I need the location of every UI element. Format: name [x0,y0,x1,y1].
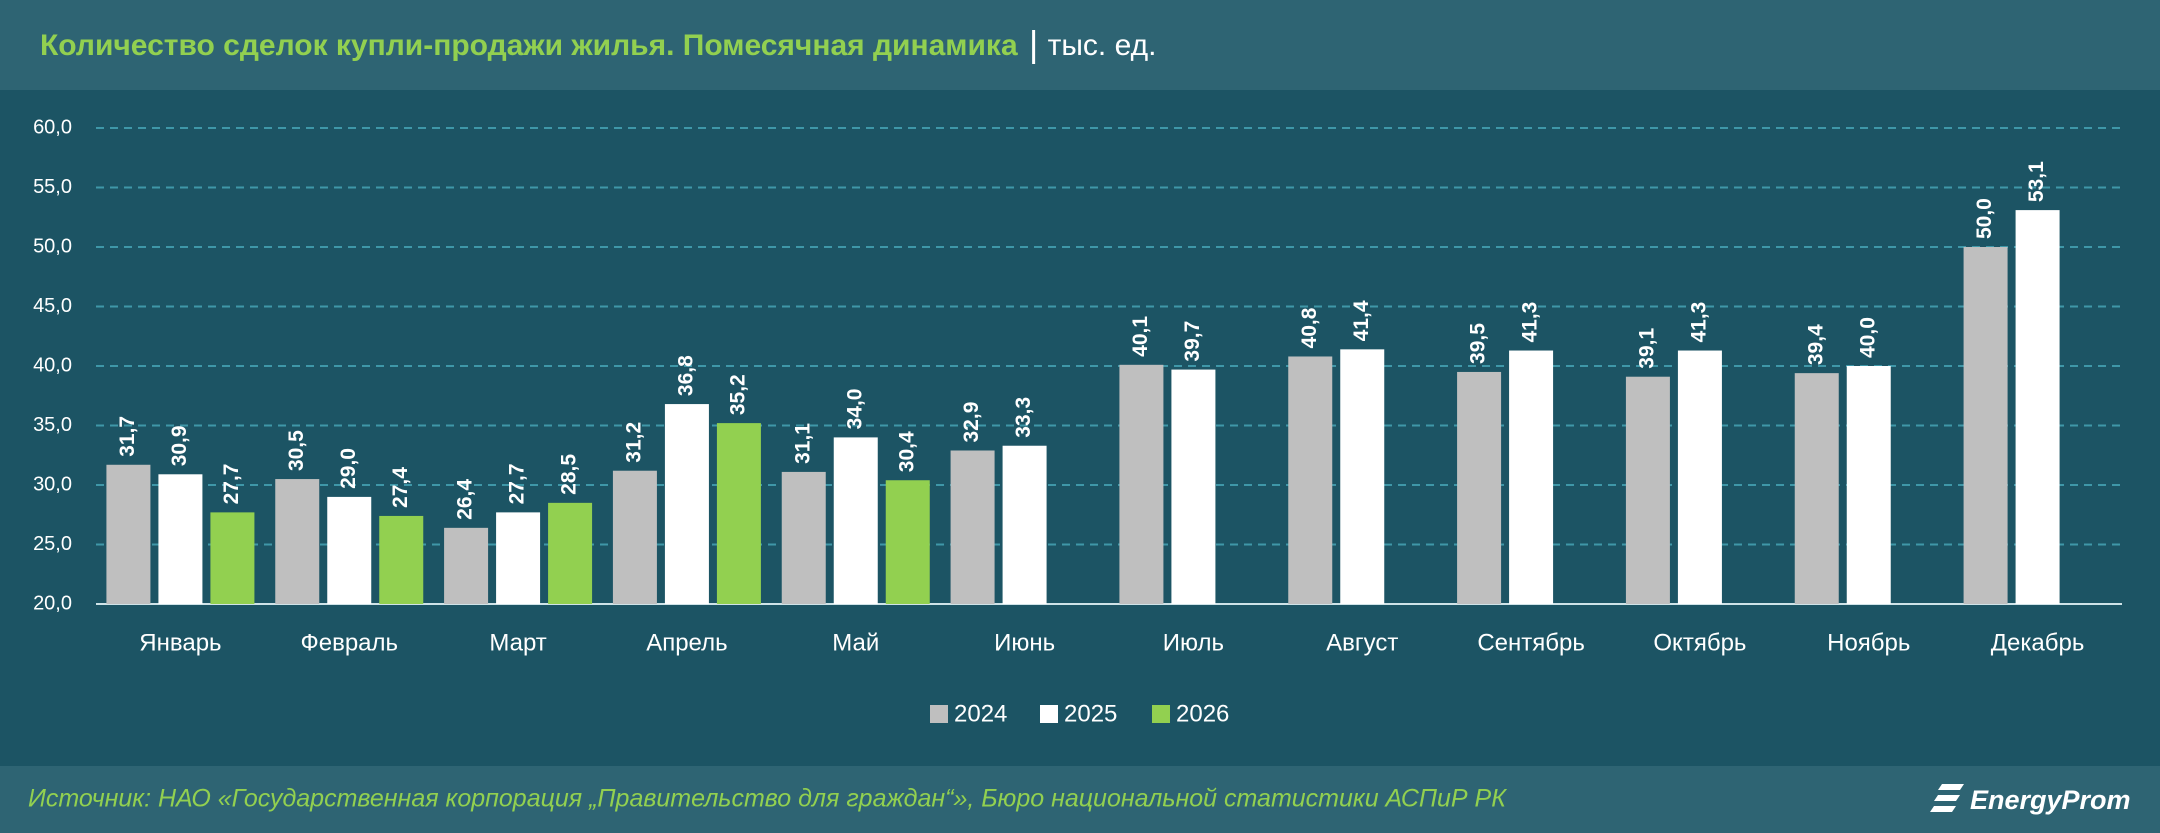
bar [1171,369,1216,604]
bar [1677,350,1722,604]
bar [1119,364,1164,604]
y-tick-label: 30,0 [33,473,72,495]
bar [1846,366,1891,604]
bar [379,515,424,604]
value-label: 39,5 [1467,323,1490,364]
bar [327,496,372,604]
bar [496,512,541,604]
value-label: 34,0 [843,389,866,430]
bar [781,471,826,604]
x-tick-label: Февраль [300,629,398,656]
value-label: 39,7 [1181,321,1204,362]
bar [612,470,657,604]
value-label: 26,4 [454,479,477,520]
value-label: 33,3 [1012,397,1035,438]
x-tick-label: Март [489,629,546,656]
y-tick-label: 35,0 [33,414,72,436]
value-label: 31,2 [622,422,645,463]
bar [2015,210,2060,605]
logo-text: EnergyProm [1970,785,2131,815]
x-tick-label: Октябрь [1653,629,1746,656]
value-label: 29,0 [337,448,360,489]
x-tick-label: Сентябрь [1477,629,1585,656]
x-tick-label: Апрель [646,629,727,656]
bar [716,423,761,604]
value-label: 27,7 [220,463,243,504]
value-label: 35,2 [726,374,749,415]
logo-icon [1930,784,1964,812]
value-label: 39,4 [1804,324,1827,365]
bar [1288,356,1333,604]
legend-swatch [1040,705,1058,723]
bar [106,464,151,604]
unit-label: тыс. ед. [1048,29,1157,62]
value-label: 50,0 [1973,198,1996,239]
value-label: 40,0 [1856,317,1879,358]
value-label: 53,1 [2025,161,2048,202]
bar [664,404,709,604]
value-label: 36,8 [674,355,697,396]
bar [1625,376,1670,604]
y-tick-label: 60,0 [33,116,72,138]
legend-swatch [930,705,948,723]
y-tick-label: 40,0 [33,354,72,376]
footer-band [0,766,2160,833]
bar [1002,445,1047,604]
chart-title: Количество сделок купли-продажи жилья. П… [40,29,1018,62]
value-label: 31,7 [116,416,139,457]
x-tick-label: Январь [139,629,221,656]
bar [1794,373,1839,604]
value-label: 32,9 [960,402,983,443]
value-label: 30,9 [168,425,191,466]
legend-label: 2026 [1176,700,1229,727]
legend-label: 2024 [954,700,1007,727]
value-label: 41,3 [1519,302,1542,343]
value-label: 31,1 [791,423,814,464]
y-tick-label: 55,0 [33,176,72,198]
bar [444,527,489,604]
value-label: 30,5 [285,430,308,471]
y-tick-label: 50,0 [33,235,72,257]
legend-label: 2025 [1064,700,1117,727]
source-note: Источник: НАО «Государственная корпораци… [28,785,1507,813]
bar [1963,247,2008,604]
value-label: 40,1 [1129,316,1152,357]
bar [210,512,255,604]
y-tick-label: 25,0 [33,533,72,555]
value-label: 39,1 [1635,328,1658,369]
bar [1509,350,1554,604]
value-label: 40,8 [1298,307,1321,348]
x-tick-label: Май [832,629,879,656]
header-band [0,0,2160,90]
value-label: 30,4 [895,431,918,472]
bar [833,437,878,604]
value-label: 27,7 [506,463,529,504]
logo-mark [1930,784,1964,812]
bar [158,474,203,604]
x-tick-label: Август [1326,629,1398,656]
bar [1340,349,1385,604]
value-label: 41,3 [1687,302,1710,343]
bar [885,480,930,604]
value-label: 28,5 [558,454,581,495]
x-tick-label: Декабрь [1991,629,2085,656]
legend-swatch [1152,705,1170,723]
bar [548,502,593,604]
y-tick-label: 20,0 [33,592,72,614]
x-tick-label: Июнь [994,629,1055,656]
x-tick-label: Июль [1163,629,1224,656]
bar [1457,371,1502,604]
bar [950,450,995,604]
bar [275,479,320,604]
x-tick-label: Ноябрь [1827,629,1910,656]
value-label: 41,4 [1350,300,1373,341]
y-tick-label: 45,0 [33,295,72,317]
value-label: 27,4 [389,467,412,508]
